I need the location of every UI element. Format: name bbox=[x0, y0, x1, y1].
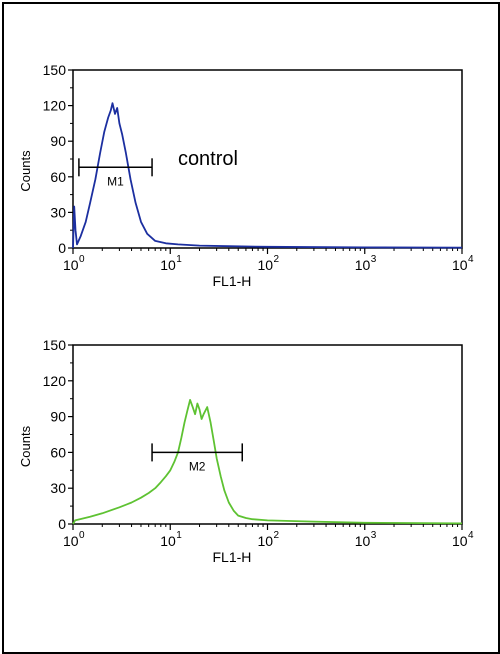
gate-marker-label: M1 bbox=[107, 174, 124, 188]
plot-area bbox=[72, 344, 463, 525]
gate-marker-label: M2 bbox=[189, 459, 206, 473]
y-tick-label: 150 bbox=[43, 62, 67, 78]
y-tick-label: 30 bbox=[50, 204, 66, 220]
x-tick-label-exponent: 4 bbox=[468, 530, 474, 541]
annotation-control: control bbox=[178, 148, 238, 170]
x-tick-label-base: 10 bbox=[63, 533, 79, 549]
plot-area bbox=[72, 69, 463, 249]
x-axis-label: FL1-H bbox=[213, 549, 252, 565]
x-tick-label-base: 10 bbox=[160, 257, 176, 273]
x-tick-label-base: 10 bbox=[355, 257, 371, 273]
histogram-line bbox=[72, 398, 463, 525]
y-tick-label: 0 bbox=[58, 240, 66, 256]
x-tick-label-base: 10 bbox=[63, 257, 79, 273]
y-tick-label: 120 bbox=[43, 373, 67, 389]
y-tick-label: 0 bbox=[58, 516, 66, 532]
histogram-line bbox=[72, 102, 463, 249]
x-tick-label-exponent: 1 bbox=[176, 530, 182, 541]
y-tick-label: 90 bbox=[50, 409, 66, 425]
x-tick-label-exponent: 1 bbox=[176, 254, 182, 265]
x-tick-label-base: 10 bbox=[160, 533, 176, 549]
y-tick-label: 30 bbox=[50, 480, 66, 496]
y-axis-label: Counts bbox=[18, 150, 33, 192]
y-tick-label: 120 bbox=[43, 98, 67, 114]
y-tick-label: 90 bbox=[50, 133, 66, 149]
x-tick-label-exponent: 2 bbox=[274, 254, 280, 265]
x-tick-label-base: 10 bbox=[452, 533, 468, 549]
y-tick-label: 150 bbox=[43, 337, 67, 353]
x-tick-label-exponent: 0 bbox=[79, 254, 85, 265]
y-tick-label: 60 bbox=[50, 444, 66, 460]
x-tick-label-base: 10 bbox=[452, 257, 468, 273]
x-tick-label-exponent: 3 bbox=[371, 254, 377, 265]
y-tick-label: 60 bbox=[50, 169, 66, 185]
x-tick-label-base: 10 bbox=[355, 533, 371, 549]
x-tick-label-exponent: 3 bbox=[371, 530, 377, 541]
x-tick-label-base: 10 bbox=[258, 257, 274, 273]
x-axis-label: FL1-H bbox=[213, 273, 252, 289]
x-tick-label-base: 10 bbox=[258, 533, 274, 549]
x-tick-label-exponent: 4 bbox=[468, 254, 474, 265]
x-tick-label-exponent: 0 bbox=[79, 530, 85, 541]
y-axis-label: Counts bbox=[18, 425, 33, 467]
x-tick-label-exponent: 2 bbox=[274, 530, 280, 541]
